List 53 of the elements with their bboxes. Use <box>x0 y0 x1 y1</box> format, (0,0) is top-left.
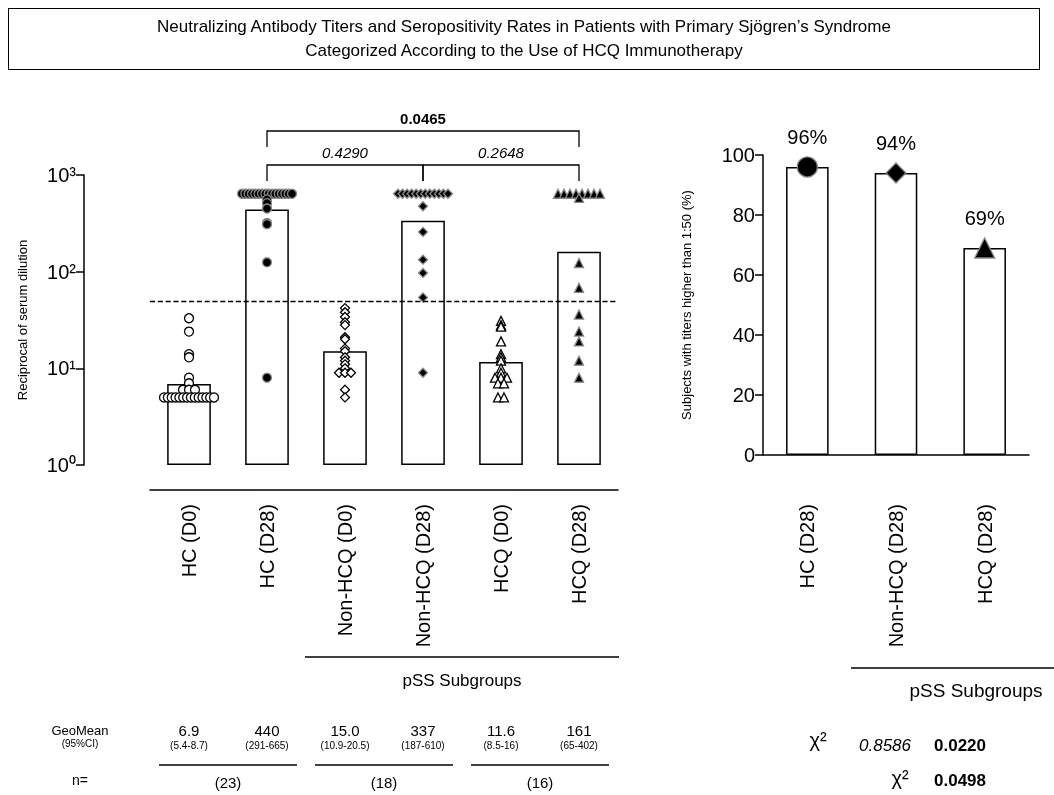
data-label: 69% <box>964 207 1005 229</box>
text: GeoMean <box>51 722 109 738</box>
text: χ² <box>891 767 909 789</box>
text: (23) <box>214 773 242 791</box>
data-label: 15.0 <box>330 721 360 739</box>
data-label: 94% <box>875 132 917 154</box>
text: (10.9-20.5) <box>320 739 370 751</box>
y-tick-label: 0 <box>743 444 755 466</box>
text: (65-402) <box>560 739 598 751</box>
y-tick-label: 80 <box>732 204 755 226</box>
data-label: 11.6 <box>486 721 516 739</box>
text: 0.0465 <box>400 109 446 127</box>
data-label: 161 <box>566 721 592 739</box>
text: 0.8586 <box>859 735 912 755</box>
data-label: 337 <box>410 721 436 739</box>
y-tick-label: 10⁰ <box>46 454 76 476</box>
y-tick-label: 10¹ <box>47 357 77 380</box>
text: (8.5-16) <box>483 739 519 751</box>
text: 0.4290 <box>322 143 369 161</box>
text: (291-665) <box>245 739 289 751</box>
text: n= <box>72 772 88 788</box>
x-tick-label: Non-HCQ (D28) <box>412 504 434 648</box>
x-tick-label: HC (D0) <box>178 504 200 578</box>
data-label: 96% <box>787 126 828 148</box>
text: (18) <box>370 773 398 791</box>
x-tick-label: HCQ (D0) <box>490 504 512 593</box>
y-tick-label: 60 <box>732 264 755 286</box>
text: 0.0498 <box>934 770 986 790</box>
y-tick-label: 10³ <box>47 164 77 186</box>
x-tick-label: HCQ (D28) <box>568 504 590 605</box>
text: pSS Subgroups <box>402 670 522 690</box>
text: pSS Subgroups <box>909 679 1043 701</box>
x-tick-label: Non-HCQ (D28) <box>885 504 907 648</box>
y-tick-label: 100 <box>721 144 755 166</box>
x-tick-label: HC (D28) <box>256 504 278 589</box>
x-tick-label: HCQ (D28) <box>973 504 996 605</box>
data-label: 440 <box>254 721 280 739</box>
y-axis-title: Reciprocal of serum dilution <box>15 239 30 401</box>
data-label: 6.9 <box>178 721 200 739</box>
text: χ² <box>809 729 827 751</box>
text: 0.0220 <box>934 735 986 755</box>
chart-title: Neutralizing Antibody Titers and Seropositivity Rates in Patients with Primary Sjögren’s Syndrome Categorized According to the Use of HCQ Immunotherapy <box>156 16 892 62</box>
y-tick-label: 10² <box>47 260 77 283</box>
text: (187-610) <box>401 739 445 751</box>
y-tick-label: 40 <box>732 324 755 346</box>
x-tick-label: Non-HCQ (D0) <box>334 504 356 637</box>
text: (5.4-8.7) <box>170 739 208 751</box>
text: (95%CI) <box>61 737 99 749</box>
text: 0.2648 <box>478 143 525 161</box>
text: (16) <box>526 773 554 791</box>
y-axis-title: Subjects with titers higher than 1:50 (%) <box>679 190 694 420</box>
y-tick-label: 20 <box>732 384 755 406</box>
x-tick-label: HC (D28) <box>796 504 819 589</box>
